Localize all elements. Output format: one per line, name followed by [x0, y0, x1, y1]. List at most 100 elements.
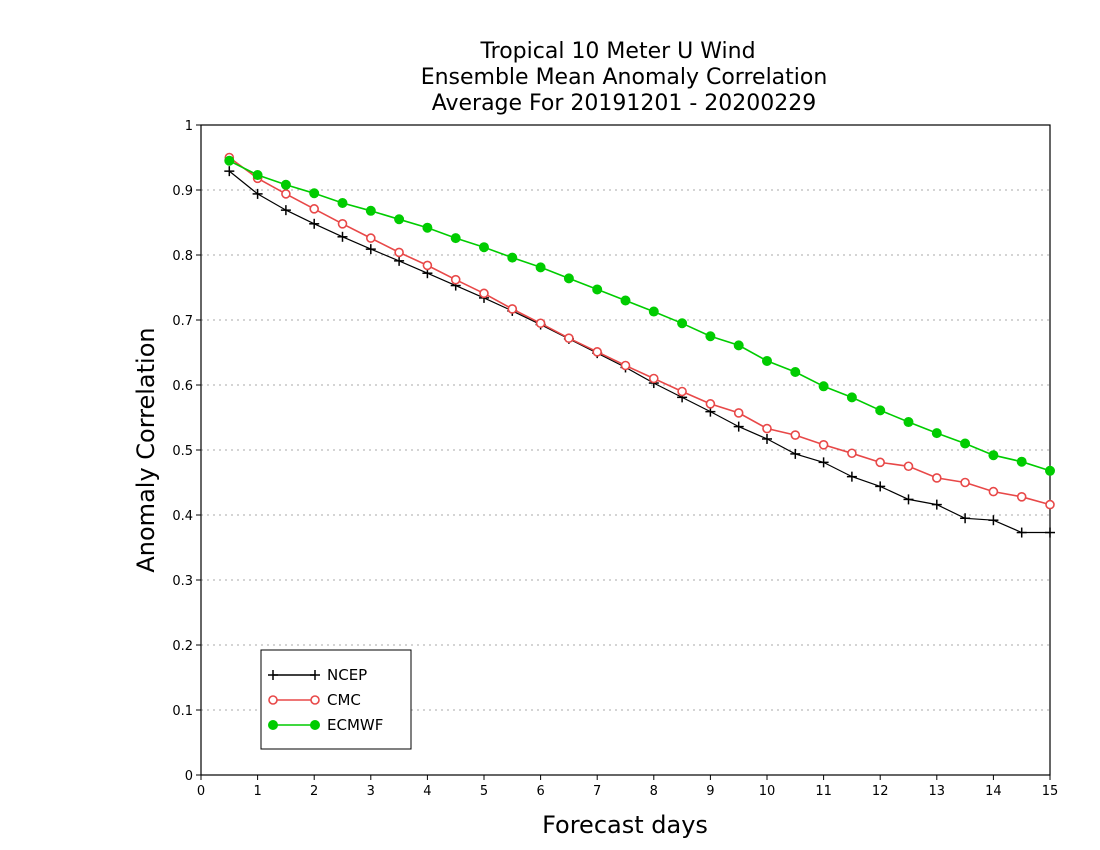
- x-tick-label: 11: [815, 784, 832, 799]
- data-point-cmc: [648, 373, 659, 384]
- data-point-ecmwf: [280, 179, 291, 190]
- y-tick-label: 0.3: [172, 574, 193, 589]
- data-point-ncep: [1045, 527, 1055, 538]
- data-point-ncep: [846, 471, 857, 482]
- data-point-ncep: [309, 218, 320, 229]
- x-tick-label: 7: [593, 784, 601, 799]
- data-point-cmc: [903, 461, 914, 472]
- data-point-ecmwf: [677, 318, 688, 329]
- series-line-ecmwf: [228, 160, 1051, 472]
- legend-marker-ecmwf: [310, 720, 320, 730]
- data-point-ecmwf: [252, 170, 263, 181]
- data-point-ecmwf: [762, 355, 772, 366]
- legend-item-ncep: NCEP: [268, 666, 367, 684]
- data-point-ecmwf: [394, 214, 405, 225]
- series-ecmwf: [224, 155, 1055, 476]
- x-tick-label: 6: [536, 784, 544, 799]
- data-point-ncep: [733, 421, 744, 432]
- data-point-ncep: [903, 494, 914, 505]
- data-point-ncep: [818, 457, 829, 468]
- x-tick-label: 2: [310, 784, 318, 799]
- data-point-cmc: [762, 423, 772, 434]
- y-tick-label: 1: [185, 119, 193, 134]
- y-tick-label: 0.8: [172, 249, 193, 264]
- data-point-cmc: [507, 304, 518, 314]
- legend-label-ecmwf: ECMWF: [327, 716, 383, 734]
- data-point-cmc: [875, 457, 886, 468]
- x-tick-label: 12: [872, 784, 889, 799]
- data-point-cmc: [564, 333, 574, 344]
- data-point-cmc: [677, 386, 687, 397]
- data-point-ecmwf: [507, 252, 518, 263]
- data-point-cmc: [705, 399, 716, 409]
- axis-ticks: 00.10.20.30.40.50.60.70.80.910 1 2 3 4 5 6 7 8 9 1…: [172, 119, 1058, 799]
- data-point-ncep: [252, 188, 263, 199]
- y-axis-label: Anomaly Correlation: [132, 327, 160, 572]
- x-tick-label: 3: [367, 784, 375, 799]
- data-point-ncep: [1016, 527, 1027, 538]
- data-point-ecmwf: [535, 262, 546, 273]
- data-point-ecmwf: [705, 331, 716, 342]
- data-point-cmc: [1016, 491, 1027, 502]
- data-point-ncep: [394, 255, 405, 266]
- data-point-ecmwf: [988, 450, 999, 461]
- data-point-ecmwf: [1016, 456, 1027, 467]
- data-point-cmc: [281, 189, 291, 199]
- y-tick-label: 0.6: [172, 379, 193, 394]
- series-ncep: [224, 166, 1055, 538]
- data-point-cmc: [309, 204, 320, 214]
- x-tick-label: 5: [480, 784, 488, 799]
- data-point-cmc: [960, 477, 970, 488]
- data-point-cmc: [450, 274, 461, 285]
- data-point-cmc: [931, 473, 942, 483]
- legend-marker-ncep: [268, 670, 278, 680]
- data-point-ecmwf: [903, 417, 914, 428]
- data-point-ecmwf: [733, 340, 744, 351]
- data-point-ncep: [224, 166, 235, 177]
- data-point-ecmwf: [422, 222, 433, 233]
- chart-title-line-1: Tropical 10 Meter U Wind: [479, 39, 755, 64]
- data-point-ecmwf: [648, 306, 659, 317]
- y-tick-label: 0.4: [172, 509, 193, 524]
- y-tick-label: 0.2: [172, 639, 193, 654]
- legend-item-cmc: CMC: [268, 691, 361, 709]
- legend-label-ncep: NCEP: [327, 666, 367, 684]
- data-point-ecmwf: [563, 273, 574, 284]
- data-point-cmc: [337, 219, 348, 229]
- x-tick-label: 9: [706, 784, 714, 799]
- data-point-cmc: [988, 486, 999, 497]
- x-tick-label: 13: [929, 784, 946, 799]
- data-point-ncep: [960, 513, 971, 524]
- data-point-cmc: [479, 288, 489, 299]
- data-point-ecmwf: [790, 367, 801, 377]
- legend-marker-ecmwf: [268, 720, 278, 730]
- legend: NCEP CMC ECMWF: [260, 649, 412, 750]
- data-point-ecmwf: [1045, 465, 1055, 476]
- x-tick-label: 10: [759, 784, 776, 799]
- grid-lines: [201, 189, 1050, 711]
- data-point-cmc: [1045, 499, 1055, 510]
- data-point-cmc: [394, 247, 404, 258]
- data-point-ecmwf: [592, 284, 603, 295]
- data-point-ncep: [875, 481, 886, 492]
- data-point-cmc: [790, 430, 801, 440]
- series-line-ncep: [228, 170, 1050, 534]
- x-tick-label: 0: [197, 784, 205, 799]
- data-point-ncep: [365, 244, 376, 255]
- y-tick-label: 0: [185, 769, 193, 784]
- data-point-ecmwf: [931, 428, 942, 439]
- data-point-ecmwf: [846, 392, 857, 403]
- legend-marker-cmc: [310, 695, 320, 705]
- legend-item-ecmwf: ECMWF: [268, 716, 383, 734]
- data-point-cmc: [620, 360, 631, 371]
- data-point-ecmwf: [309, 188, 320, 199]
- data-point-ecmwf: [337, 198, 348, 208]
- legend-label-cmc: CMC: [327, 691, 361, 709]
- y-tick-label: 0.5: [172, 444, 193, 459]
- data-point-ncep: [988, 515, 999, 526]
- data-point-cmc: [365, 233, 376, 243]
- data-point-ecmwf: [224, 155, 235, 166]
- x-tick-label: 14: [985, 784, 1002, 799]
- data-point-ecmwf: [875, 405, 886, 416]
